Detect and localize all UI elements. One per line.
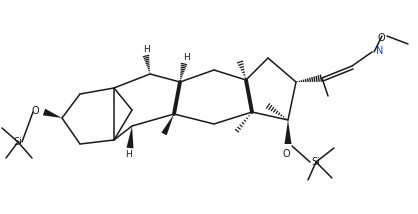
Text: Si: Si <box>311 157 321 167</box>
Text: H: H <box>143 45 149 54</box>
Text: N: N <box>376 46 383 56</box>
Text: O: O <box>282 149 290 159</box>
Text: O: O <box>31 106 39 116</box>
Polygon shape <box>161 114 174 135</box>
Text: H: H <box>183 53 189 62</box>
Polygon shape <box>285 120 291 144</box>
Text: O: O <box>377 33 385 43</box>
Text: H: H <box>125 150 131 159</box>
Polygon shape <box>127 126 133 148</box>
Text: Si: Si <box>13 137 23 147</box>
Polygon shape <box>43 109 62 118</box>
